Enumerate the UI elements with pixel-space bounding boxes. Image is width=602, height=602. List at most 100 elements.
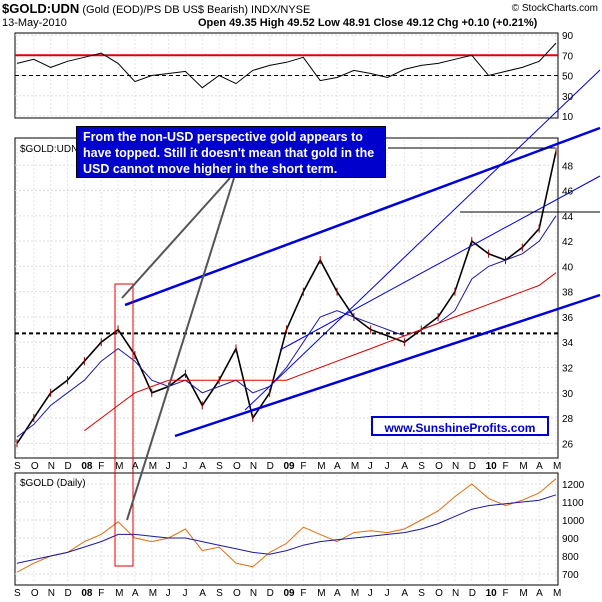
x-tick-label: A [334,461,341,472]
x-tick-label: N [48,461,55,472]
y-tick-label: 42 [562,237,574,248]
x-tick-label: A [132,461,139,472]
x-tick-label: O [31,461,39,472]
x-tick-label: D [267,461,274,472]
annotation-box: From the non-USD perspective gold appear… [76,126,386,178]
x-tick-label: F [502,461,508,472]
watermark: www.SunshineProfits.com [371,416,549,436]
chart-date: 13-May-2010 [2,17,67,29]
y-tick-label: 30 [562,389,574,400]
thin-trend-2 [279,175,601,351]
x-tick-label: J [385,588,390,599]
x-tick-label: S [216,461,223,472]
copyright: © StockCharts.com [511,3,598,14]
x-tick-label: D [469,461,476,472]
x-tick-label: S [14,588,21,599]
x-tick-label: O [31,588,39,599]
chart-description: (Gold (EOD)/PS DB US$ Bearish) INDX/NYSE [82,4,311,16]
y-tick-label: 26 [562,439,574,450]
x-tick-label: 10 [486,588,498,599]
chart-header-row1: $GOLD:UDN (Gold (EOD)/PS DB US$ Bearish)… [2,1,310,16]
x-tick-label: D [267,588,274,599]
x-tick-label: F [502,588,508,599]
x-tick-label: D [65,461,72,472]
x-tick-label: J [385,461,390,472]
x-tick-label: S [418,461,425,472]
x-tick-label: A [334,588,341,599]
y-tick-label: 90 [562,31,574,42]
x-tick-label: M [519,588,527,599]
x-tick-label: M [553,461,561,472]
chart-symbol: $GOLD:UDN [2,1,80,16]
x-tick-label: M [553,588,561,599]
x-tick-label: S [216,588,223,599]
gold-panel-title: $GOLD (Daily) [20,478,86,489]
x-tick-label: 10 [486,461,498,472]
x-tick-label: M [149,461,157,472]
x-tick-label: O [435,461,443,472]
y-tick-label: 36 [562,313,574,324]
x-tick-label: O [233,461,241,472]
x-tick-label: M [351,461,359,472]
x-tick-label: A [401,588,408,599]
x-tick-label: M [351,588,359,599]
x-tick-label: J [368,588,373,599]
y-tick-label: 30 [562,92,574,103]
x-tick-label: 08 [81,461,93,472]
y-tick-label: 50 [562,72,574,83]
y-tick-label: 44 [562,212,574,223]
x-tick-label: O [233,588,241,599]
x-tick-label: A [199,461,206,472]
x-tick-label: M [317,461,325,472]
thin-trend-1 [244,69,601,411]
y-tick-label: 28 [562,414,574,425]
x-tick-label: M [317,588,325,599]
y-tick-label: 34 [562,338,574,349]
x-tick-label: J [368,461,373,472]
x-tick-label: S [14,461,21,472]
y-tick-label: 1200 [562,480,585,491]
x-tick-label: D [469,588,476,599]
x-tick-label: A [132,588,139,599]
y-tick-label: 70 [562,51,574,62]
x-tick-label: F [98,588,104,599]
highlight-rect [114,283,134,567]
y-tick-label: 700 [562,570,579,581]
x-tick-label: S [418,588,425,599]
series-line [16,494,557,564]
x-tick-label: M [519,461,527,472]
price-panel-title: $GOLD:UDN [20,144,78,155]
ohlc-readout: Open 49.35 High 49.52 Low 48.91 Close 49… [198,17,538,29]
y-tick-label: 800 [562,552,579,563]
series-line [16,42,557,89]
y-tick-label: 46 [562,187,574,198]
x-tick-label: 09 [284,588,296,599]
x-tick-label: O [435,588,443,599]
x-tick-label: F [300,588,306,599]
callout-line-2 [126,177,235,521]
x-tick-label: 09 [284,461,296,472]
x-tick-label: N [250,588,257,599]
x-tick-label: F [98,461,104,472]
y-tick-label: 1000 [562,516,585,527]
y-tick-label: 1100 [562,498,584,509]
x-tick-label: D [65,588,72,599]
x-tick-label: J [182,588,187,599]
x-tick-label: A [199,588,206,599]
x-tick-label: M [115,461,123,472]
x-tick-label: A [536,461,543,472]
x-tick-label: J [166,588,171,599]
x-tick-label: A [401,461,408,472]
series-line [16,478,557,573]
y-tick-label: 40 [562,262,574,273]
x-tick-label: J [182,461,187,472]
x-tick-label: N [452,588,459,599]
callout-line-1 [121,177,231,299]
y-tick-label: 10 [562,112,574,123]
x-tick-label: J [166,461,171,472]
series-line [84,272,557,432]
x-tick-label: M [115,588,123,599]
x-tick-label: N [452,461,459,472]
channel-lower [174,293,601,438]
